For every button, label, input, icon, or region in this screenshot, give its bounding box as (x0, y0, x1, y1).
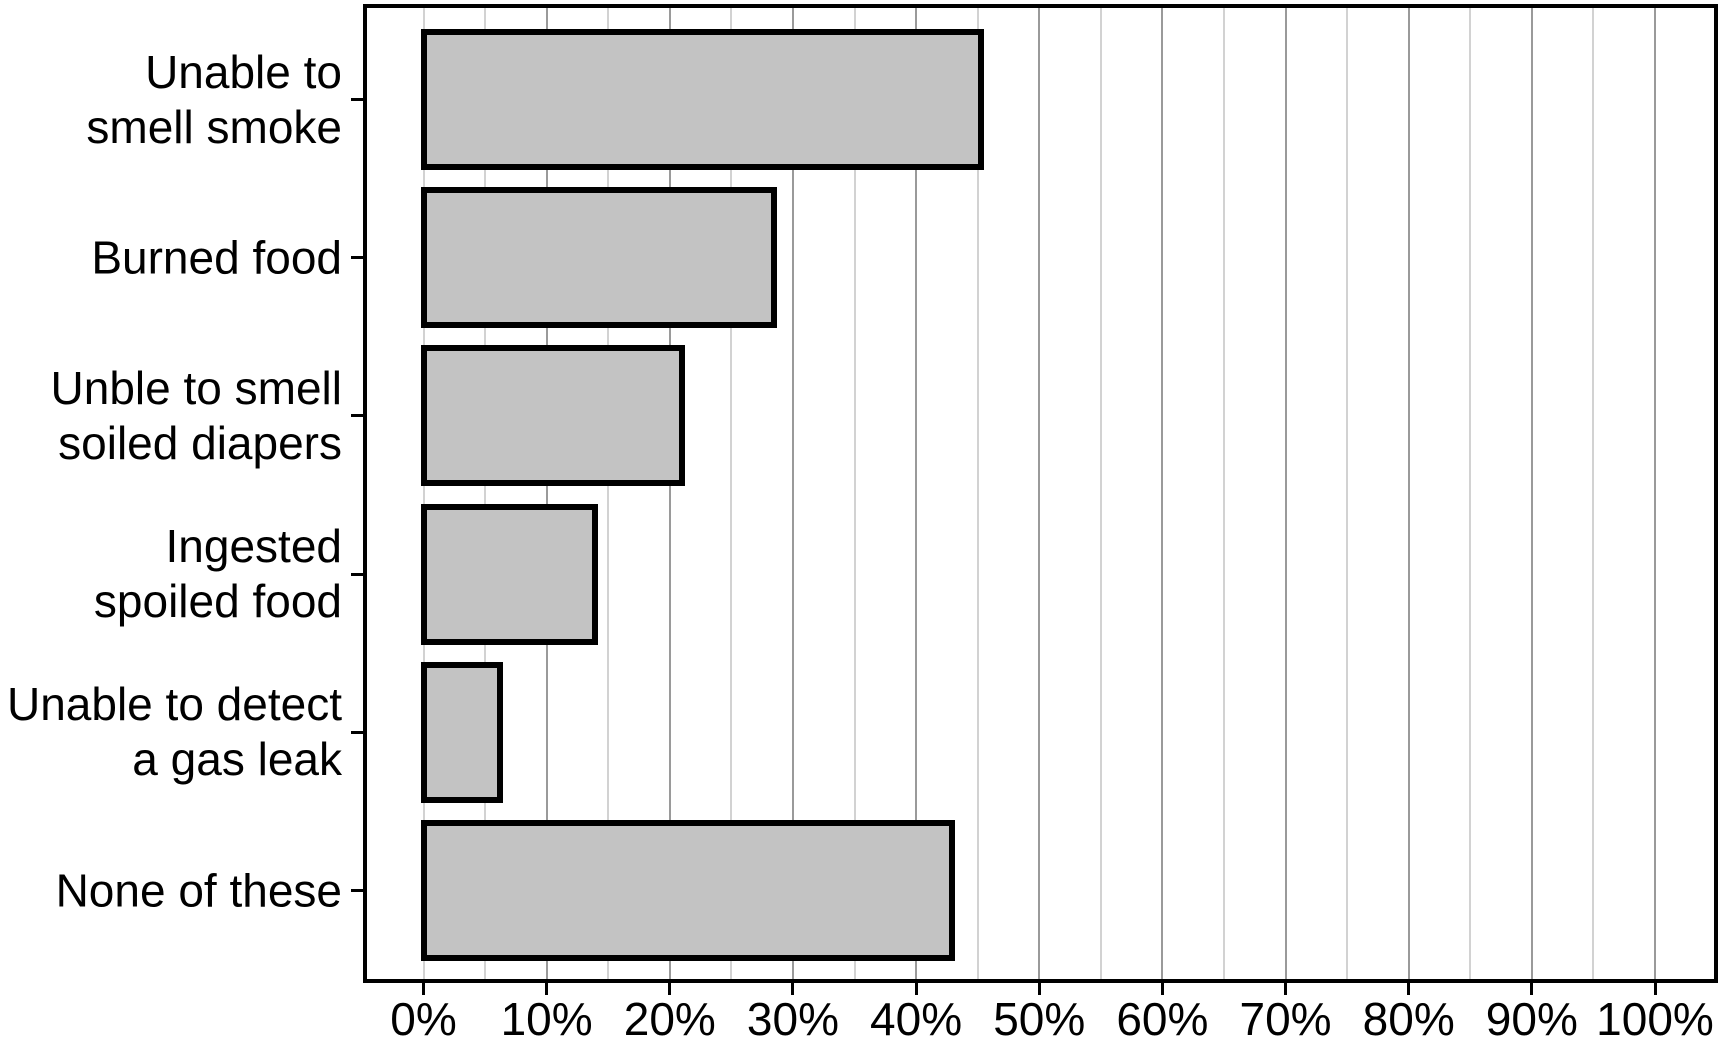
bar (420, 503, 598, 645)
x-tick-label: 10% (500, 993, 593, 1042)
gridline-minor (484, 8, 487, 979)
gridline-minor (730, 8, 733, 979)
x-tick-label: 30% (746, 993, 839, 1042)
gridline-minor (607, 8, 610, 979)
x-axis-tick (1160, 982, 1164, 995)
gridline-major (791, 8, 794, 979)
gridline-major (545, 8, 548, 979)
category-label-line: None of these (55, 864, 342, 916)
x-axis-tick (1037, 982, 1041, 995)
category-label-line: Unable to detect (6, 678, 342, 730)
bar (420, 29, 985, 170)
gridline-minor (1469, 8, 1472, 979)
y-axis-tick (351, 572, 363, 576)
category-label-line: soiled diapers (58, 416, 342, 469)
category-label: Unable to smell smoke (86, 45, 342, 155)
x-tick-label: 40% (870, 993, 963, 1042)
x-tick-label: 70% (1239, 993, 1332, 1042)
category-label-line: Burned food (91, 231, 342, 283)
bar (420, 820, 955, 961)
gridline-minor (1592, 8, 1595, 979)
gridline-minor (853, 8, 856, 979)
x-tick-label: 80% (1362, 993, 1455, 1042)
gridline-major (1284, 8, 1287, 979)
category-label-line: spoiled food (93, 575, 342, 627)
gridline-minor (422, 8, 425, 979)
y-axis-tick (351, 256, 363, 259)
gridline-major (1161, 8, 1164, 979)
gridline-major (1654, 8, 1656, 979)
bar (420, 661, 503, 803)
gridline-major (1038, 8, 1041, 979)
category-label: Unble to smell soiled diapers (51, 361, 342, 471)
gridline-minor (1222, 8, 1225, 979)
x-tick-label: 100% (1596, 993, 1714, 1042)
x-tick-label: 0% (390, 993, 457, 1042)
x-tick-label: 90% (1485, 993, 1578, 1042)
gridline-major (915, 8, 918, 979)
x-axis-tick (1653, 982, 1657, 995)
x-axis-tick (545, 982, 549, 995)
category-label-line: Unble to smell (50, 361, 342, 414)
x-axis-tick (1284, 982, 1288, 995)
category-label: Burned food (91, 230, 342, 285)
gridline-major (1407, 8, 1410, 979)
x-axis-tick (1530, 982, 1534, 995)
x-axis-tick (422, 982, 425, 995)
category-label-line: a gas leak (132, 733, 342, 785)
x-tick-label: 50% (993, 993, 1086, 1042)
x-axis-tick (791, 982, 795, 995)
category-label-line: smell smoke (86, 100, 342, 153)
x-tick-label: 20% (623, 993, 716, 1042)
bar (420, 345, 686, 486)
gridline-major (1530, 8, 1533, 979)
gridline-major (668, 8, 671, 979)
category-label: Ingested spoiled food (94, 519, 342, 629)
gridline-minor (1099, 8, 1102, 979)
plot-area (363, 4, 1718, 983)
y-axis-tick (351, 889, 363, 892)
category-label-line: Ingested (165, 520, 342, 572)
category-label-line: Unable to (145, 45, 342, 98)
y-axis-tick (351, 414, 363, 417)
x-tick-label: 60% (1116, 993, 1209, 1042)
gridline-minor (1346, 8, 1349, 979)
x-axis-tick (668, 982, 672, 995)
x-axis-tick (1407, 982, 1411, 995)
category-label: None of these (56, 863, 342, 918)
bar (420, 187, 778, 328)
y-axis-tick (351, 730, 363, 734)
x-axis-tick (914, 982, 918, 995)
y-axis-tick (351, 98, 363, 101)
category-label: Unable to detect a gas leak (7, 677, 342, 787)
gridline-minor (976, 8, 979, 979)
